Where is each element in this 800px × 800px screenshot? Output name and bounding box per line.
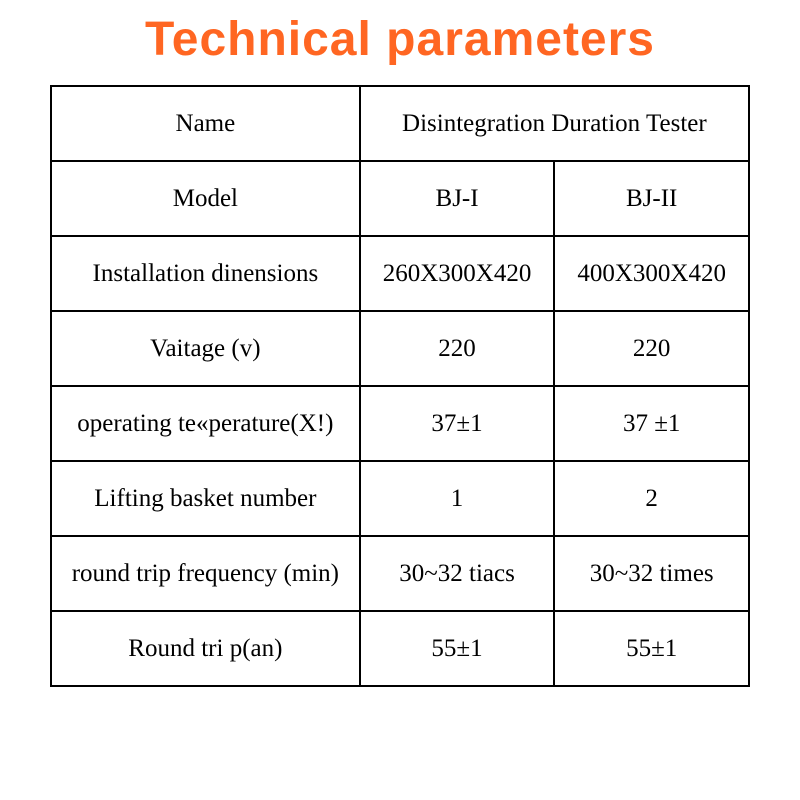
row-value-1: BJ-I: [360, 161, 555, 236]
row-label: Round tri p(an): [51, 611, 360, 686]
table-row: Model BJ-I BJ-II: [51, 161, 749, 236]
table-row: Installation dinensions 260X300X420 400X…: [51, 236, 749, 311]
row-label: operating te«perature(X!): [51, 386, 360, 461]
row-label: Vaitage (v): [51, 311, 360, 386]
table-row: Name Disintegration Duration Tester: [51, 86, 749, 161]
row-value-1: 1: [360, 461, 555, 536]
parameters-table: Name Disintegration Duration Tester Mode…: [50, 85, 750, 687]
row-value-1: 30~32 tiacs: [360, 536, 555, 611]
row-label: Model: [51, 161, 360, 236]
row-value-2: 2: [554, 461, 749, 536]
row-label: Lifting basket number: [51, 461, 360, 536]
row-value-2: 30~32 times: [554, 536, 749, 611]
row-value-span: Disintegration Duration Tester: [360, 86, 749, 161]
row-label: round trip frequency (min): [51, 536, 360, 611]
table-row: Vaitage (v) 220 220: [51, 311, 749, 386]
row-value-1: 55±1: [360, 611, 555, 686]
table-row: Lifting basket number 1 2: [51, 461, 749, 536]
row-value-2: 220: [554, 311, 749, 386]
row-value-1: 220: [360, 311, 555, 386]
table-row: operating te«perature(X!) 37±1 37 ±1: [51, 386, 749, 461]
row-value-1: 37±1: [360, 386, 555, 461]
row-value-2: 55±1: [554, 611, 749, 686]
row-value-1: 260X300X420: [360, 236, 555, 311]
row-value-2: 400X300X420: [554, 236, 749, 311]
row-label: Installation dinensions: [51, 236, 360, 311]
table-row: round trip frequency (min) 30~32 tiacs 3…: [51, 536, 749, 611]
row-value-2: 37 ±1: [554, 386, 749, 461]
table-row: Round tri p(an) 55±1 55±1: [51, 611, 749, 686]
row-label: Name: [51, 86, 360, 161]
page-title: Technical parameters: [145, 12, 655, 67]
row-value-2: BJ-II: [554, 161, 749, 236]
